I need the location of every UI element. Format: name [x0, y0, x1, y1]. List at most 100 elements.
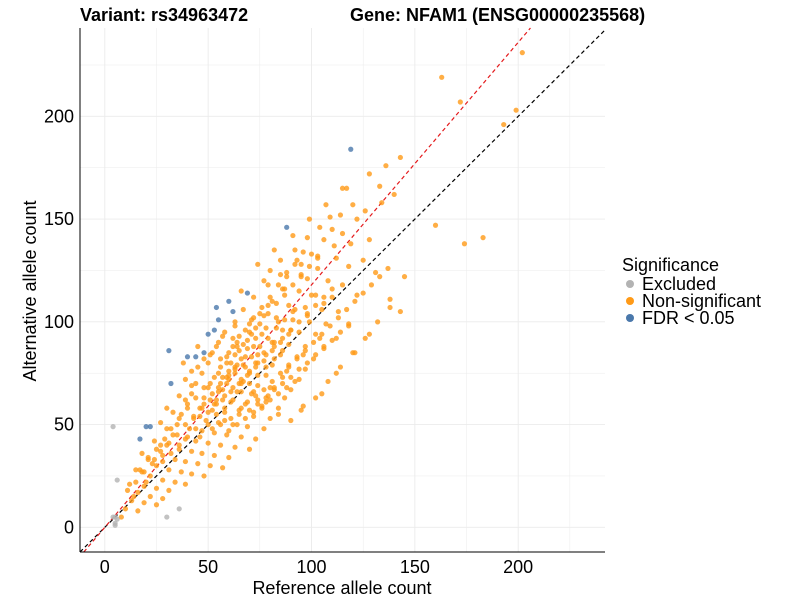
point-nonsig [298, 274, 304, 280]
point-nonsig [362, 335, 368, 341]
point-nonsig [135, 489, 141, 496]
point-nonsig [279, 374, 286, 380]
point-nonsig [195, 461, 201, 467]
point-nonsig [313, 302, 319, 309]
point-nonsig [255, 397, 261, 403]
point-nonsig [253, 436, 259, 442]
point-nonsig [234, 389, 240, 395]
legend-label-nonsig: Non-significant [642, 291, 761, 311]
point-nonsig [133, 467, 139, 473]
point-nonsig [275, 319, 282, 325]
point-nonsig [236, 407, 242, 413]
point-nonsig [261, 278, 267, 284]
reference-line-fit [83, 27, 531, 553]
point-nonsig [296, 366, 302, 372]
point-fdr [244, 290, 251, 296]
point-nonsig [153, 502, 160, 508]
point-nonsig [180, 360, 186, 366]
point-nonsig [259, 331, 265, 337]
point-nonsig [352, 298, 358, 304]
point-nonsig [224, 380, 230, 387]
point-nonsig [267, 294, 273, 300]
point-nonsig [164, 405, 170, 411]
point-nonsig [153, 446, 160, 452]
point-nonsig [261, 358, 267, 364]
point-nonsig [300, 403, 306, 409]
point-nonsig [284, 269, 290, 276]
point-nonsig [203, 417, 209, 424]
point-nonsig [178, 469, 184, 475]
point-fdr [205, 331, 211, 337]
point-nonsig [319, 391, 325, 397]
point-fdr [211, 327, 217, 333]
point-nonsig [141, 469, 147, 475]
x-axis-title: Reference allele count [252, 578, 431, 598]
point-nonsig [211, 374, 217, 380]
point-nonsig [263, 395, 269, 401]
point-nonsig [261, 387, 267, 393]
point-nonsig [273, 315, 279, 321]
point-nonsig [439, 74, 445, 80]
point-nonsig [201, 473, 207, 479]
point-nonsig [257, 321, 263, 327]
point-nonsig [265, 311, 271, 317]
point-nonsig [288, 327, 294, 333]
point-nonsig [228, 360, 234, 366]
point-nonsig [211, 430, 217, 436]
point-nonsig [170, 432, 176, 438]
point-nonsig [377, 183, 383, 189]
point-nonsig [385, 265, 391, 272]
point-nonsig [259, 304, 265, 311]
point-nonsig [189, 382, 195, 389]
y-axis-title: Alternative allele count [20, 200, 40, 381]
point-nonsig [143, 479, 149, 485]
point-nonsig [253, 364, 259, 370]
point-nonsig [160, 495, 166, 502]
point-nonsig [147, 473, 153, 479]
point-nonsig [182, 397, 189, 403]
point-nonsig [160, 452, 166, 459]
point-nonsig [201, 385, 207, 391]
point-nonsig [182, 458, 189, 465]
point-nonsig [263, 372, 269, 378]
x-tick-label: 0 [100, 557, 110, 577]
point-nonsig [193, 426, 199, 432]
point-fdr [230, 308, 236, 315]
point-nonsig [337, 212, 344, 218]
point-nonsig [315, 253, 321, 259]
point-nonsig [366, 171, 372, 177]
point-nonsig [302, 304, 308, 311]
x-tick-label: 150 [400, 557, 430, 577]
point-nonsig [288, 417, 294, 424]
point-nonsig [213, 397, 220, 403]
point-nonsig [354, 216, 360, 222]
point-nonsig [174, 421, 180, 428]
point-nonsig [375, 319, 381, 325]
point-nonsig [217, 364, 224, 370]
point-nonsig [329, 286, 335, 292]
point-nonsig [153, 485, 160, 491]
point-nonsig [277, 339, 284, 345]
point-nonsig [217, 421, 224, 428]
point-nonsig [201, 395, 207, 401]
point-fdr [284, 224, 290, 230]
point-nonsig [288, 387, 294, 393]
point-nonsig [337, 329, 344, 335]
point-nonsig [197, 434, 203, 440]
point-nonsig [251, 413, 257, 419]
point-fdr [143, 424, 149, 430]
point-nonsig [174, 432, 180, 438]
point-nonsig [236, 333, 242, 339]
point-nonsig [230, 421, 236, 428]
point-nonsig [246, 446, 253, 452]
point-nonsig [284, 274, 290, 280]
point-excluded [114, 516, 120, 522]
point-nonsig [199, 428, 205, 434]
point-nonsig [230, 385, 236, 391]
point-nonsig [277, 271, 284, 278]
point-nonsig [253, 393, 259, 399]
point-nonsig [290, 232, 296, 239]
point-nonsig [325, 378, 331, 385]
point-nonsig [294, 356, 300, 362]
point-nonsig [275, 282, 282, 288]
